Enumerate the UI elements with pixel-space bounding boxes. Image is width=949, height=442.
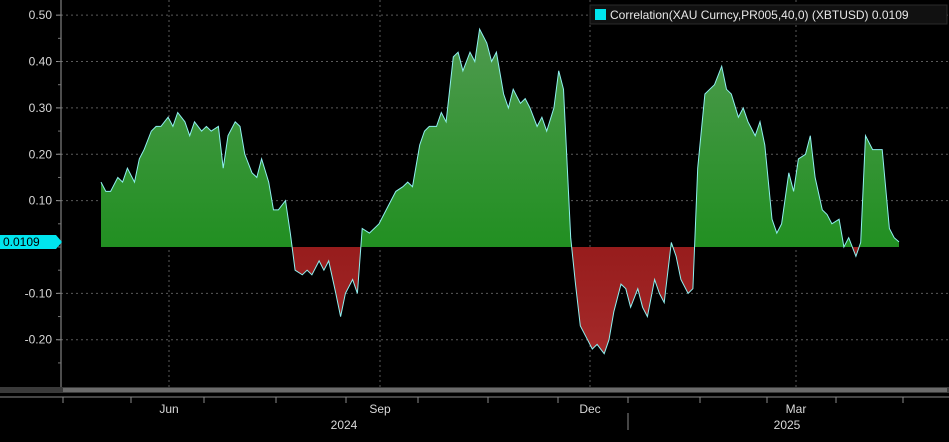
- y-tick-label-5: -0.10: [25, 286, 53, 300]
- y-tick-label-1: 0.40: [29, 55, 53, 69]
- x-month-label-mar: Mar: [786, 402, 807, 416]
- x-month-label-jun: Jun: [159, 402, 178, 416]
- x-year-label-2024: 2024: [331, 418, 358, 432]
- positive-area-fill: [101, 29, 899, 247]
- y-tick-label-3: 0.20: [29, 147, 53, 161]
- y-tick-label-2: 0.30: [29, 101, 53, 115]
- x-year-label-2025: 2025: [774, 418, 801, 432]
- last-value-marker: 0.0109: [0, 234, 62, 249]
- x-month-label-sep: Sep: [369, 402, 391, 416]
- last-value-label: 0.0109: [3, 235, 40, 249]
- scrollbar[interactable]: [0, 387, 949, 393]
- scrollbar-thumb[interactable]: [63, 388, 947, 392]
- y-tick-label-4: 0.10: [29, 194, 53, 208]
- y-tick-label-6: -0.20: [25, 333, 53, 347]
- legend-swatch: [595, 9, 606, 20]
- legend-box: [589, 4, 948, 25]
- legend-label: Correlation(XAU Curncy,PR005,40,0) (XBTU…: [610, 8, 909, 22]
- x-axis-background: [0, 393, 949, 442]
- x-month-label-dec: Dec: [579, 402, 600, 416]
- legend: Correlation(XAU Curncy,PR005,40,0) (XBTU…: [589, 4, 948, 25]
- x-axis: Jun Sep Dec Mar 2024 2025: [0, 393, 949, 442]
- y-axis-ticks: 0.50 0.40 0.30 0.20 0.10 -0.10 -0.20: [25, 8, 61, 364]
- series-line: [100, 27, 900, 355]
- y-tick-label-0: 0.50: [29, 8, 53, 22]
